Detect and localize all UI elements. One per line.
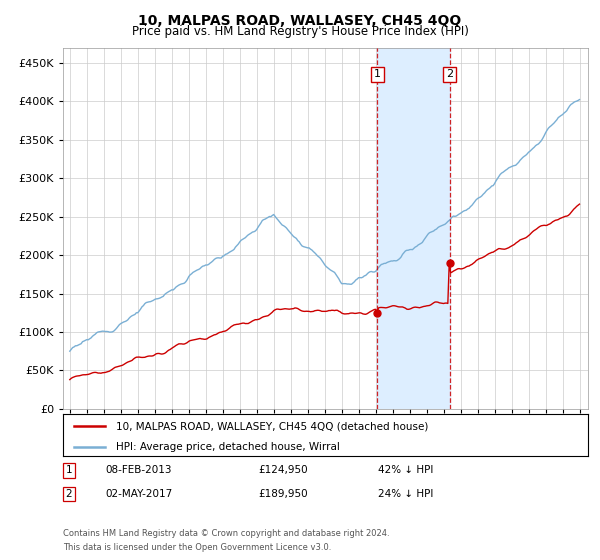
Bar bbox=[377, 48, 449, 409]
Text: £124,950: £124,950 bbox=[258, 465, 308, 475]
Text: 10, MALPAS ROAD, WALLASEY, CH45 4QQ (detached house): 10, MALPAS ROAD, WALLASEY, CH45 4QQ (det… bbox=[115, 421, 428, 431]
Text: 10, MALPAS ROAD, WALLASEY, CH45 4QQ: 10, MALPAS ROAD, WALLASEY, CH45 4QQ bbox=[139, 14, 461, 28]
Text: 42% ↓ HPI: 42% ↓ HPI bbox=[378, 465, 433, 475]
Text: £189,950: £189,950 bbox=[258, 489, 308, 499]
Text: 08-FEB-2013: 08-FEB-2013 bbox=[105, 465, 172, 475]
Text: Price paid vs. HM Land Registry's House Price Index (HPI): Price paid vs. HM Land Registry's House … bbox=[131, 25, 469, 38]
Text: 2: 2 bbox=[65, 489, 73, 499]
Text: HPI: Average price, detached house, Wirral: HPI: Average price, detached house, Wirr… bbox=[115, 442, 340, 452]
Text: 2: 2 bbox=[446, 69, 453, 80]
Text: 1: 1 bbox=[65, 465, 73, 475]
Text: 24% ↓ HPI: 24% ↓ HPI bbox=[378, 489, 433, 499]
Text: This data is licensed under the Open Government Licence v3.0.: This data is licensed under the Open Gov… bbox=[63, 543, 331, 552]
Text: 1: 1 bbox=[374, 69, 381, 80]
Text: 02-MAY-2017: 02-MAY-2017 bbox=[105, 489, 172, 499]
Text: Contains HM Land Registry data © Crown copyright and database right 2024.: Contains HM Land Registry data © Crown c… bbox=[63, 529, 389, 538]
